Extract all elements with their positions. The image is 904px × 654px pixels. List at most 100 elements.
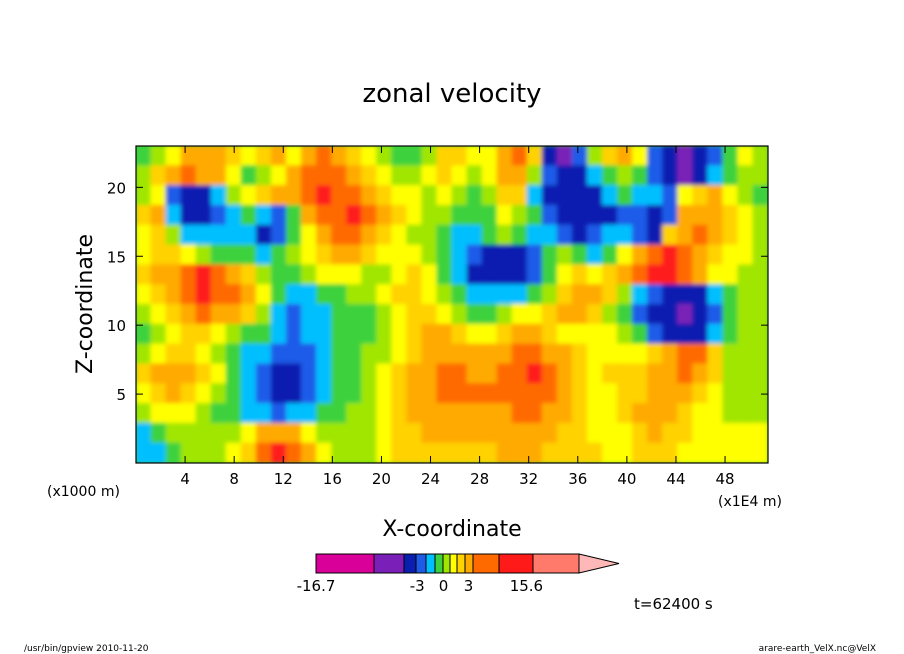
heatmap-cell xyxy=(255,204,272,226)
heatmap-cell xyxy=(692,244,709,266)
heatmap-cell xyxy=(136,383,152,405)
heatmap-cell xyxy=(662,422,679,444)
heatmap-cell xyxy=(662,343,679,365)
heatmap-cell xyxy=(240,146,257,167)
heatmap-cell xyxy=(496,284,513,305)
heatmap-cell xyxy=(331,204,348,226)
heatmap-cell xyxy=(556,422,573,444)
heatmap-cell xyxy=(391,304,408,325)
heatmap-cell xyxy=(481,422,498,444)
heatmap-cell xyxy=(707,204,724,226)
heatmap-cell xyxy=(541,244,558,266)
heatmap-cell xyxy=(180,204,197,226)
heatmap-cell xyxy=(346,185,363,206)
heatmap-cell xyxy=(526,185,543,206)
heatmap-cell xyxy=(632,363,649,385)
heatmap-cell xyxy=(617,244,634,266)
heatmap-cell xyxy=(376,284,393,305)
heatmap-cell xyxy=(346,323,363,345)
heatmap-cell xyxy=(692,422,709,444)
heatmap-cell xyxy=(692,442,709,463)
heatmap-cell xyxy=(617,343,634,365)
heatmap-cell xyxy=(586,244,603,266)
heatmap-cell xyxy=(677,363,694,385)
heatmap-cell xyxy=(331,165,348,187)
heatmap-cell xyxy=(541,146,558,167)
colorbar-labels: -16.7 -3 0 3 15.6 xyxy=(297,577,544,595)
heatmap-cell xyxy=(647,185,664,206)
heatmap-cell xyxy=(511,343,528,365)
heatmap-cell xyxy=(571,304,588,325)
heatmap-cell xyxy=(662,165,679,187)
heatmap-cell xyxy=(511,363,528,385)
heatmap-cell xyxy=(180,323,197,345)
heatmap-cell xyxy=(346,284,363,305)
x-tick-label: 12 xyxy=(274,470,293,488)
heatmap-cell xyxy=(526,204,543,226)
heatmap-cell xyxy=(270,146,287,167)
heatmap-cell xyxy=(436,224,453,246)
heatmap-cell xyxy=(662,363,679,385)
heatmap-cell xyxy=(617,185,634,206)
heatmap-cell xyxy=(617,323,634,345)
heatmap-cell xyxy=(481,323,498,345)
heatmap-cell xyxy=(165,146,182,167)
heatmap-cell xyxy=(737,304,754,325)
heatmap-cell xyxy=(526,403,543,424)
heatmap-cell xyxy=(270,323,287,345)
heatmap-cell xyxy=(240,343,257,365)
heatmap-cell xyxy=(285,244,303,266)
heatmap-cell xyxy=(195,284,212,305)
heatmap-cell xyxy=(180,224,197,246)
heatmap-cell xyxy=(571,383,588,405)
heatmap-cell xyxy=(210,363,227,385)
heatmap-cell xyxy=(707,284,724,305)
heatmap-cell xyxy=(466,343,483,365)
y-axis-ticks: 5 10 15 20 xyxy=(107,179,768,404)
heatmap-cell xyxy=(511,422,528,444)
heatmap-cell xyxy=(391,383,408,405)
heatmap-cell xyxy=(346,165,363,187)
heatmap-cell xyxy=(571,323,588,345)
heatmap-cell xyxy=(752,264,768,286)
heatmap-cell xyxy=(210,284,227,305)
heatmap-cell xyxy=(150,244,167,266)
heatmap-cell xyxy=(270,343,287,365)
heatmap-cell xyxy=(526,264,543,286)
heatmap-cell xyxy=(240,224,257,246)
heatmap-cell xyxy=(617,383,634,405)
heatmap-cell xyxy=(240,422,257,444)
heatmap-cell xyxy=(677,244,694,266)
heatmap-cell xyxy=(150,284,167,305)
heatmap-cell xyxy=(210,304,227,325)
heatmap-cell xyxy=(270,363,287,385)
heatmap-cell xyxy=(436,363,453,385)
heatmap-cell xyxy=(481,343,498,365)
heatmap-cell xyxy=(436,165,453,187)
heatmap-cell xyxy=(180,284,197,305)
heatmap-cell xyxy=(255,165,272,187)
heatmap-cell xyxy=(466,284,483,305)
heatmap-cell xyxy=(692,323,709,345)
heatmap-cell xyxy=(391,363,408,385)
heatmap-cell xyxy=(737,204,754,226)
heatmap-cell xyxy=(571,442,588,463)
heatmap-cell xyxy=(647,224,664,246)
heatmap-cells xyxy=(136,146,768,463)
heatmap-cell xyxy=(541,442,558,463)
heatmap-cell xyxy=(707,165,724,187)
heatmap-cell xyxy=(586,343,603,365)
heatmap-cell xyxy=(376,165,393,187)
heatmap-cell xyxy=(391,146,408,167)
heatmap-cell xyxy=(136,363,152,385)
heatmap-cell xyxy=(481,304,498,325)
heatmap-cell xyxy=(496,304,513,325)
heatmap-cell xyxy=(301,185,318,206)
heatmap-cell xyxy=(361,304,378,325)
heatmap-cell xyxy=(346,442,363,463)
heatmap-cell xyxy=(511,204,528,226)
heatmap-cell xyxy=(346,224,363,246)
heatmap-cell xyxy=(737,343,754,365)
heatmap-cell xyxy=(316,383,333,405)
heatmap-cell xyxy=(601,422,619,444)
